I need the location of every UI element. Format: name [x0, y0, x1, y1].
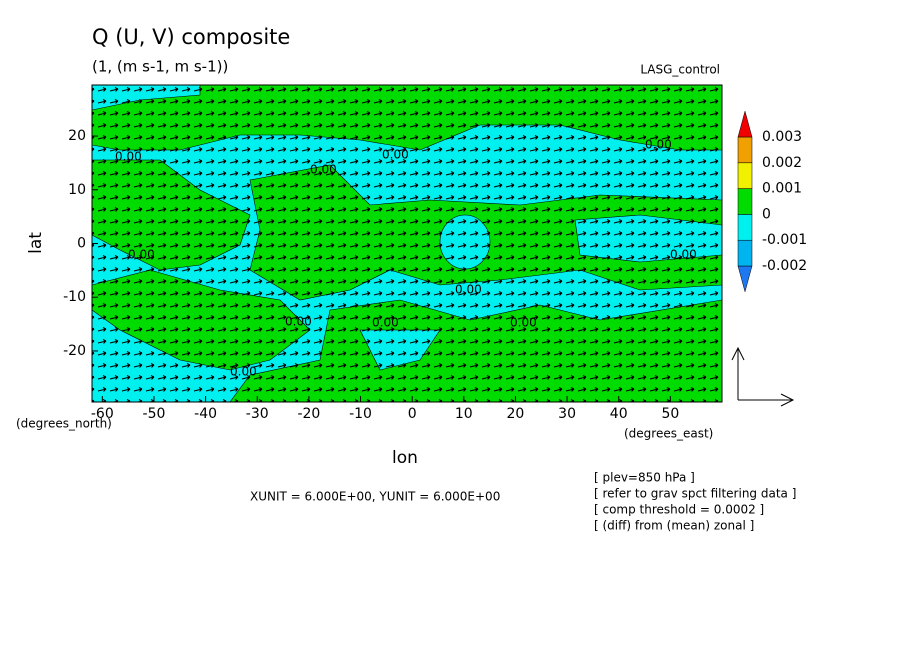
contour-label: 0.00 [128, 248, 155, 262]
y-tick-label: 20 [68, 128, 86, 144]
colorbar-label: -0.001 [762, 232, 807, 248]
y-tick-label: -10 [63, 289, 86, 305]
wind-vectors [92, 85, 722, 402]
colorbar-segment [737, 188, 753, 215]
x-tick-label: 0 [408, 406, 417, 422]
x-tick-label: -50 [143, 406, 166, 422]
colorbar-segment [737, 162, 753, 189]
x-tick-label: 30 [558, 406, 576, 422]
x-unit-label: (degrees_east) [624, 427, 713, 441]
contour-label: 0.00 [310, 163, 337, 177]
chart-subtitle: (1, (m s-1, m s-1)) [92, 58, 228, 76]
colorbar-segment [737, 239, 753, 267]
vector-reference [731, 346, 795, 407]
contour-label: 0.00 [285, 315, 312, 329]
colorbar-label: 0 [762, 206, 771, 222]
contour-label: 0.00 [115, 150, 142, 164]
contour-label: 0.00 [510, 316, 537, 330]
colorbar-label: 0.002 [762, 155, 802, 171]
x-axis-label: lon [392, 448, 418, 468]
colorbar-segment [737, 136, 753, 164]
colorbar-triangle [737, 110, 753, 138]
x-tick-label: -30 [246, 406, 269, 422]
colorbar-segment [737, 214, 753, 241]
x-tick-label: -10 [349, 406, 372, 422]
colorbar-label: 0.003 [762, 129, 802, 145]
note: [ comp threshold = 0.0002 ] [594, 503, 764, 517]
contour-label: 0.00 [645, 138, 672, 152]
y-axis-label: lat [26, 232, 46, 254]
x-tick-label: -20 [297, 406, 320, 422]
x-tick-label: 50 [661, 406, 679, 422]
x-tick-label: -40 [194, 406, 217, 422]
x-tick-label: 10 [455, 406, 473, 422]
vector-scale: XUNIT = 6.000E+00, YUNIT = 6.000E+00 [250, 490, 500, 504]
y-unit-label: (degrees_north) [16, 417, 112, 431]
experiment-label: LASG_control [640, 63, 720, 77]
colorbar-label: 0.001 [762, 181, 802, 197]
contour-label: 0.00 [382, 148, 409, 162]
colorbar-triangle [737, 265, 753, 293]
field [92, 85, 722, 402]
contour-label: 0.00 [230, 365, 257, 379]
note: [ plev=850 hPa ] [594, 471, 695, 485]
colorbar-label: -0.002 [762, 258, 807, 274]
y-tick-label: 0 [77, 236, 86, 252]
x-tick-label: 20 [507, 406, 525, 422]
contour-label: 0.00 [670, 248, 697, 262]
x-tick-label: 40 [610, 406, 628, 422]
chart-title: Q (U, V) composite [92, 25, 290, 49]
y-tick-label: 10 [68, 182, 86, 198]
note: [ (diff) from (mean) zonal ] [594, 519, 754, 533]
y-tick-label: -20 [63, 343, 86, 359]
contour-label: 0.00 [372, 316, 399, 330]
contour-label: 0.00 [455, 283, 482, 297]
note: [ refer to grav spct filtering data ] [594, 487, 796, 501]
x-tick-label: -60 [91, 406, 114, 422]
